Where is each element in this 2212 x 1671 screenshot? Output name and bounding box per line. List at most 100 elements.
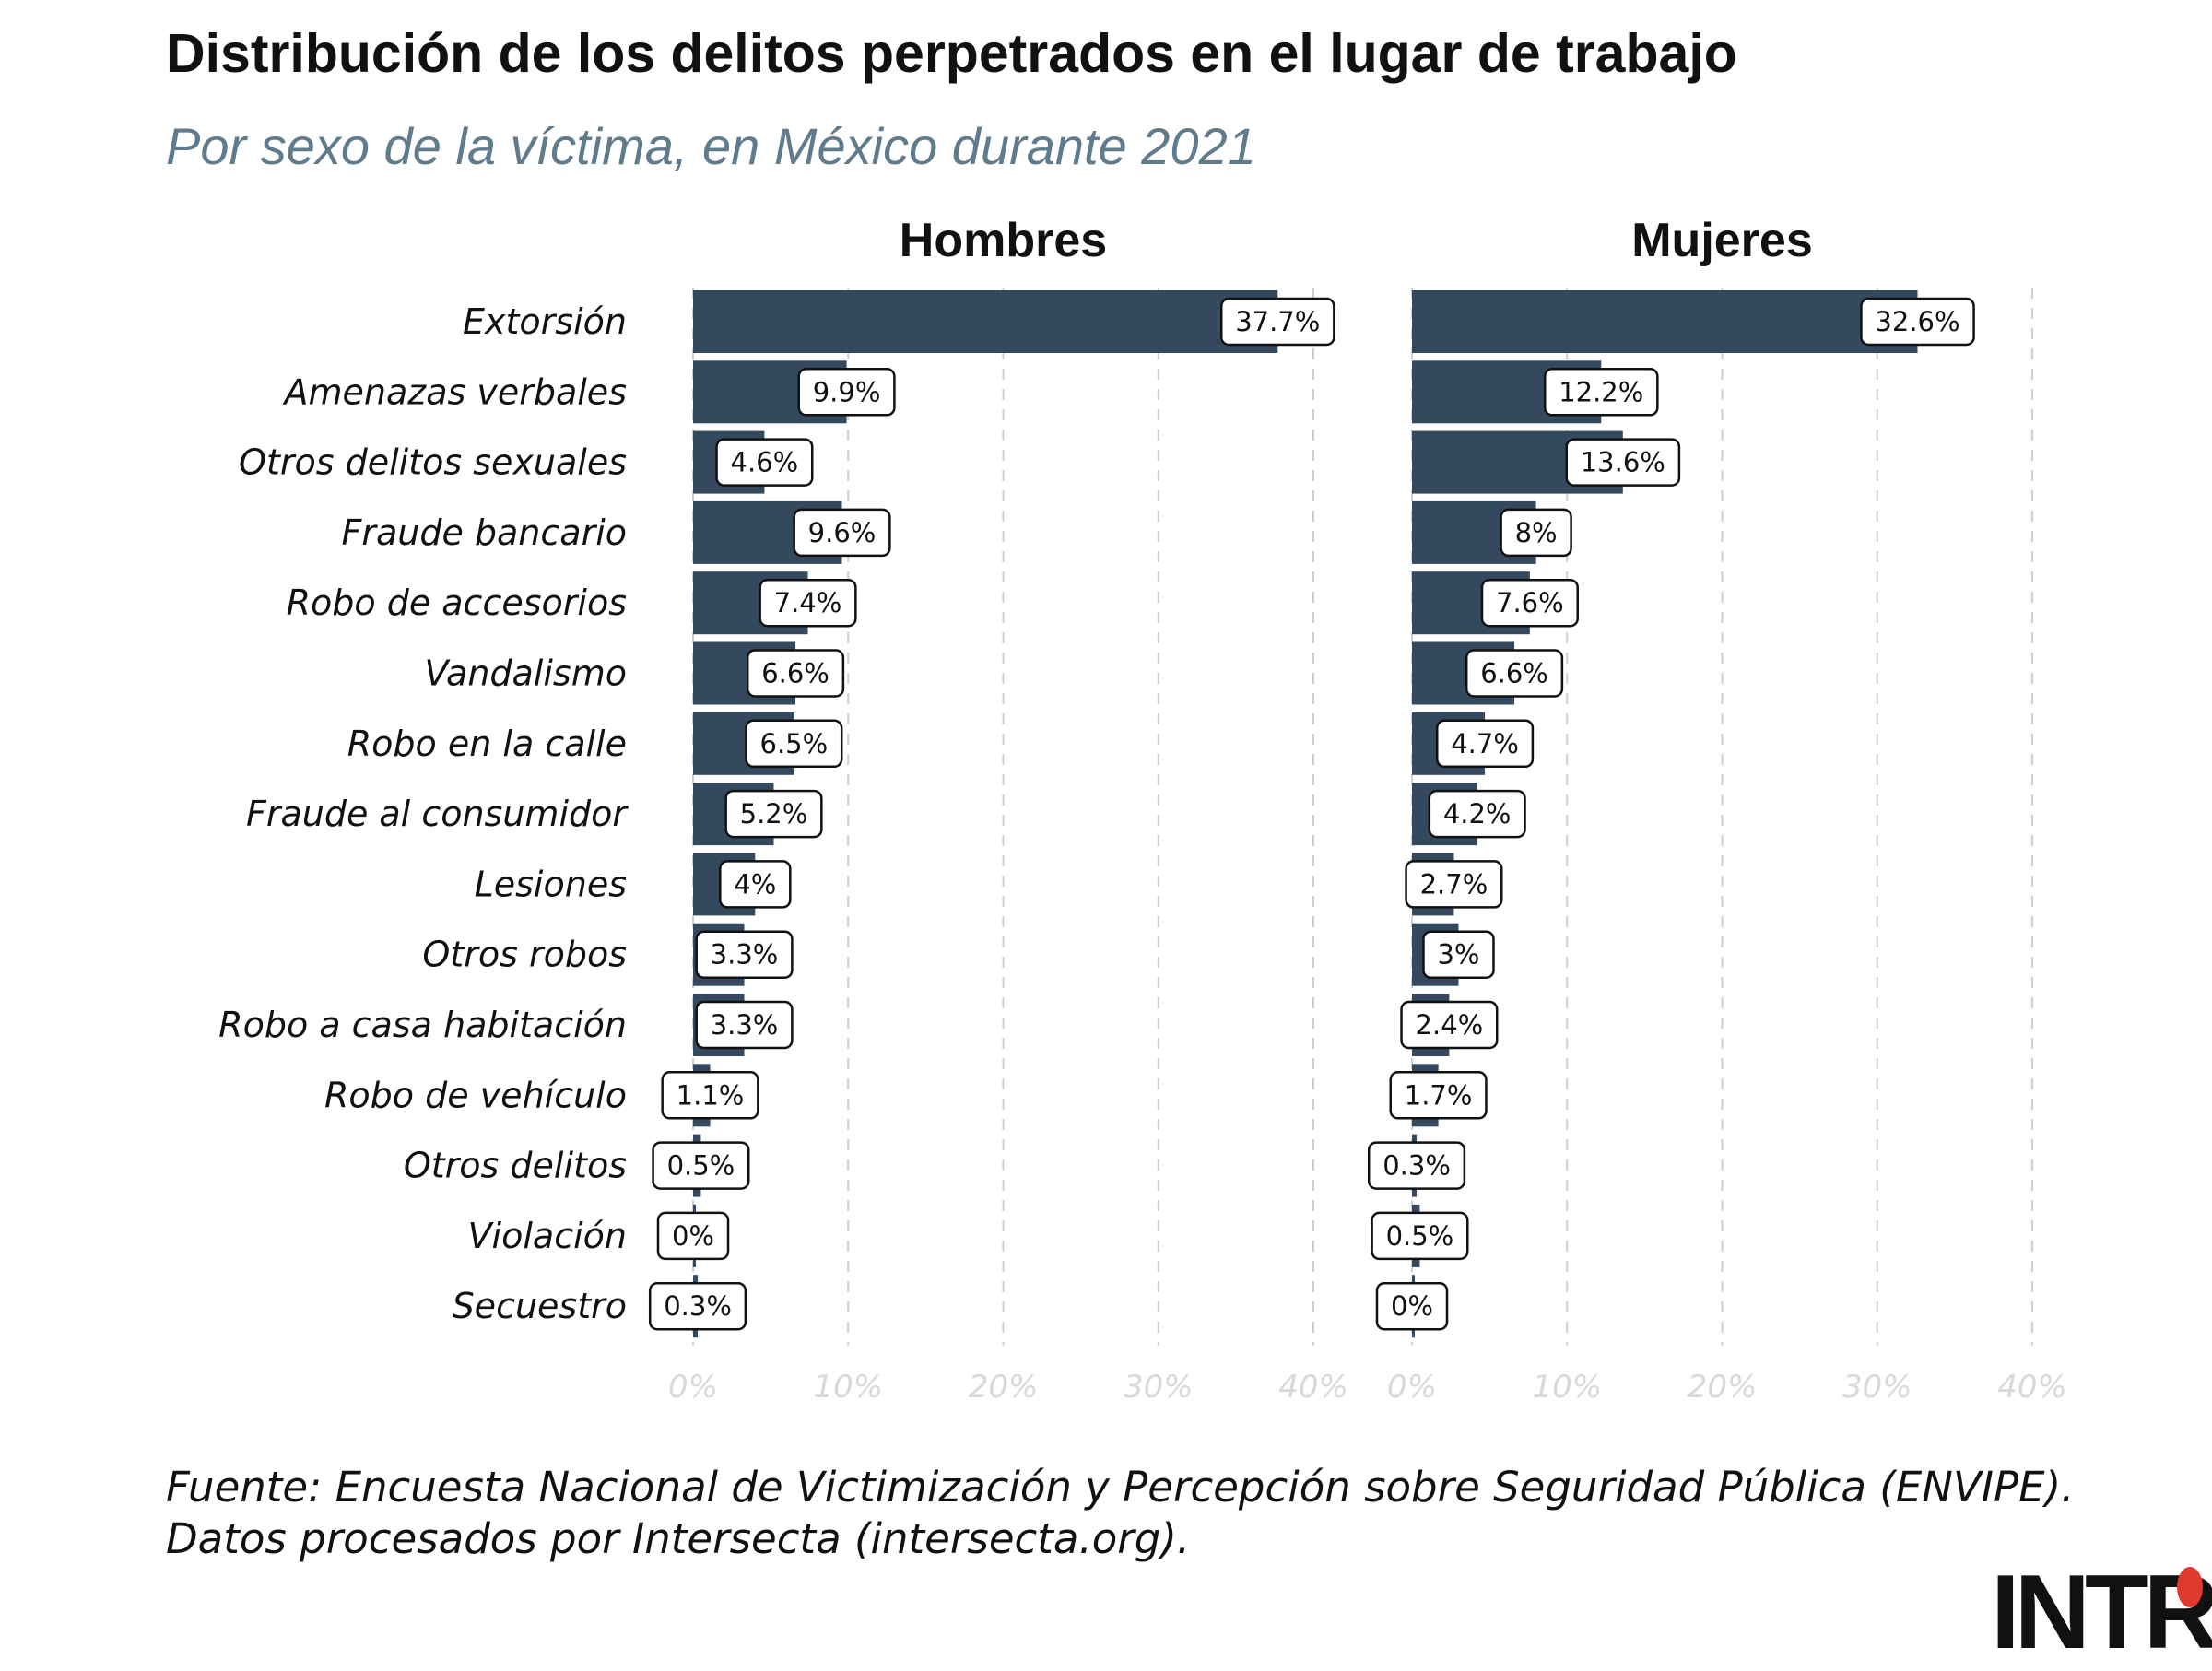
data-label-hombres-violacion: 0% [656,1211,730,1261]
data-label-mujeres-robo-de-vehiculo: 1.7% [1389,1071,1488,1120]
category-label-vandalismo: Vandalismo [424,653,627,694]
svg-text:6.6%: 6.6% [1480,658,1548,689]
data-label-mujeres-secuestro: 0% [1375,1281,1449,1331]
x-tick-label-mujeres-40: 40% [1997,1369,2067,1406]
data-label-hombres-fraude-bancario: 9.6% [793,508,891,558]
data-label-hombres-otros-delitos: 0.5% [652,1141,750,1190]
chart-title: Distribución de los delitos perpetrados … [166,23,1737,84]
x-tick-label-mujeres-20: 20% [1688,1369,1758,1406]
source-line-2: Datos procesados por Intersecta (interse… [166,1514,1191,1563]
facet-mujeres: Mujeres 0% 10% 20% 30% 40% 32.6% 12.2% 13.6% 8% 7.… [1367,214,2067,1406]
svg-text:37.7%: 37.7% [1235,306,1320,337]
svg-text:32.6%: 32.6% [1875,306,1959,337]
category-label-otros-delitos-sexuales: Otros delitos sexuales [239,442,627,483]
svg-text:13.6%: 13.6% [1581,447,1665,478]
x-tick-label-hombres-30: 30% [1124,1369,1194,1406]
svg-text:1.7%: 1.7% [1405,1079,1473,1111]
data-label-hombres-amenazas-verbales: 9.9% [797,368,896,417]
data-label-hombres-secuestro: 0.3% [648,1281,747,1331]
data-label-mujeres-fraude-bancario: 8% [1500,508,1572,558]
x-tick-label-hombres-20: 20% [969,1369,1039,1406]
data-label-mujeres-lesiones: 2.7% [1405,860,1503,909]
data-label-mujeres-extorsion: 32.6% [1860,297,1975,347]
svg-text:0.3%: 0.3% [664,1290,732,1322]
category-label-amenazas-verbales: Amenazas verbales [281,371,627,412]
svg-text:6.6%: 6.6% [761,658,830,689]
data-label-mujeres-violacion: 0.5% [1371,1211,1469,1261]
svg-text:2.7%: 2.7% [1420,868,1488,900]
data-label-hombres-otros-delitos-sexuales: 4.6% [715,438,814,487]
svg-text:0%: 0% [672,1220,714,1252]
data-label-hombres-vandalismo: 6.6% [746,649,845,698]
facet-hombres: Hombres 0% 10% 20% 30% 40% 37.7% 9.9% 4.6% 9.6% 7.… [648,214,1348,1406]
category-label-secuestro: Secuestro [453,1286,627,1326]
facet-title-hombres: Hombres [900,214,1107,267]
svg-text:9.9%: 9.9% [813,376,881,407]
svg-text:4%: 4% [734,868,776,900]
svg-text:12.2%: 12.2% [1559,376,1643,407]
svg-text:0.5%: 0.5% [667,1150,735,1182]
category-label-otros-delitos: Otros delitos [404,1146,627,1186]
svg-text:9.6%: 9.6% [808,517,877,548]
svg-text:4.7%: 4.7% [1451,728,1519,759]
category-label-extorsion: Extorsión [463,301,627,342]
x-tick-label-mujeres-10: 10% [1532,1369,1602,1406]
category-label-otros-robos: Otros robos [422,935,627,975]
source-line-1: Fuente: Encuesta Nacional de Victimizaci… [166,1463,2075,1512]
svg-text:5.2%: 5.2% [740,798,808,830]
category-label-fraude-bancario: Fraude bancario [341,512,627,553]
svg-text:4.6%: 4.6% [731,447,799,478]
data-label-mujeres-amenazas-verbales: 12.2% [1543,368,1659,417]
svg-text:7.4%: 7.4% [774,587,842,618]
data-label-hombres-robo-a-casa-habitacion: 3.3% [695,1000,794,1050]
data-label-hombres-extorsion: 37.7% [1219,297,1335,347]
data-label-mujeres-otros-delitos-sexuales: 13.6% [1565,438,1681,487]
data-label-hombres-robo-de-vehiculo: 1.1% [661,1071,759,1120]
category-label-robo-en-la-calle: Robo en la calle [347,724,627,764]
svg-text:3.3%: 3.3% [711,1009,779,1041]
data-label-hombres-fraude-al-consumidor: 5.2% [724,789,823,839]
source-note: Fuente: Encuesta Nacional de Victimizaci… [166,1462,2074,1565]
chart-subtitle: Por sexo de la víctima, en México durant… [166,117,1256,175]
svg-text:0%: 0% [1391,1290,1433,1322]
svg-text:3%: 3% [1437,939,1479,971]
bar-hombres-extorsion [693,290,1278,353]
category-label-robo-de-accesorios: Robo de accesorios [287,582,627,623]
facet-title-mujeres: Mujeres [1631,214,1813,267]
x-tick-label-mujeres-0: 0% [1387,1369,1437,1406]
data-label-mujeres-robo-a-casa-habitacion: 2.4% [1400,1000,1499,1050]
category-label-robo-a-casa-habitacion: Robo a casa habitación [218,1005,627,1045]
category-label-violacion: Violación [468,1216,627,1256]
x-tick-label-hombres-0: 0% [668,1369,718,1406]
data-label-hombres-robo-de-accesorios: 7.4% [759,578,857,628]
data-label-mujeres-vandalismo: 6.6% [1465,649,1564,698]
x-tick-label-mujeres-30: 30% [1842,1369,1912,1406]
svg-text:4.2%: 4.2% [1443,798,1512,830]
faceted-bar-chart: Extorsión Amenazas verbales Otros delitos … [218,214,2067,1406]
category-labels: Extorsión Amenazas verbales Otros delitos … [218,301,629,1326]
data-label-mujeres-robo-de-accesorios: 7.6% [1480,578,1579,628]
data-label-hombres-robo-en-la-calle: 6.5% [745,719,843,769]
data-label-mujeres-otros-robos: 3% [1422,930,1495,979]
svg-text:0.3%: 0.3% [1382,1150,1451,1182]
data-label-mujeres-otros-delitos: 0.3% [1367,1141,1466,1190]
data-label-mujeres-robo-en-la-calle: 4.7% [1435,719,1535,769]
x-tick-label-hombres-10: 10% [813,1369,883,1406]
svg-text:3.3%: 3.3% [711,939,779,971]
data-label-hombres-lesiones: 4% [719,860,792,909]
logo-accent-dot [2177,1567,2203,1607]
svg-text:8%: 8% [1515,517,1558,548]
bar-mujeres-extorsion [1412,290,1918,353]
category-label-fraude-al-consumidor: Fraude al consumidor [246,794,629,834]
svg-text:6.5%: 6.5% [760,728,829,759]
category-label-lesiones: Lesiones [475,864,627,904]
svg-text:1.1%: 1.1% [677,1079,745,1111]
data-label-hombres-otros-robos: 3.3% [695,930,794,979]
intersecta-logo: INTR [1991,1554,2212,1671]
svg-text:7.6%: 7.6% [1496,587,1564,618]
data-label-mujeres-fraude-al-consumidor: 4.2% [1428,789,1526,839]
svg-text:2.4%: 2.4% [1416,1009,1484,1041]
x-tick-label-hombres-40: 40% [1278,1369,1348,1406]
category-label-robo-de-vehiculo: Robo de vehículo [324,1075,627,1115]
svg-text:0.5%: 0.5% [1386,1220,1454,1252]
